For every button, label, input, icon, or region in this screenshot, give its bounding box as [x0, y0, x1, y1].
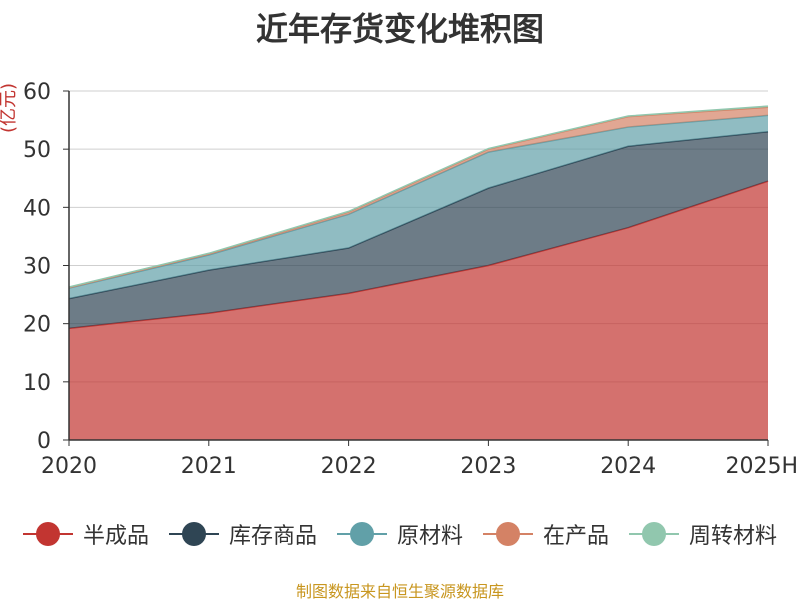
series-line-周转材料: [68, 105, 769, 288]
legend-label: 在产品: [543, 524, 610, 549]
legend-item[interactable]: 在产品: [483, 518, 609, 550]
y-tick-label: 10: [23, 371, 51, 396]
legend-item[interactable]: 半成品: [22, 518, 149, 550]
area-series: [68, 105, 769, 441]
y-tick-label: 40: [23, 196, 51, 221]
area-原材料: [69, 115, 768, 299]
axes: [63, 90, 769, 446]
y-tick-label: 20: [23, 313, 51, 338]
legend-label: 原材料: [396, 524, 463, 549]
x-tick-label: 2020: [41, 454, 97, 479]
legend-marker-icon: [168, 522, 219, 546]
chart-title: 近年存货变化堆积图: [255, 10, 544, 48]
legend: 半成品 库存商品 原材料 在产品 周转材料: [0, 514, 800, 554]
source-note: 制图数据来自恒生聚源数据库: [295, 582, 504, 601]
x-tick-label: 2022: [321, 454, 377, 479]
legend-marker-icon: [336, 522, 387, 546]
y-tick-label: 30: [23, 255, 51, 280]
legend-item[interactable]: 周转材料: [629, 518, 777, 550]
legend-label: 周转材料: [689, 524, 778, 549]
area-库存商品: [69, 131, 768, 329]
y-axis-label: (亿元): [0, 83, 19, 133]
x-tick-label: 2023: [460, 454, 516, 479]
legend-item[interactable]: 库存商品: [168, 518, 317, 550]
y-tick-label: 60: [23, 80, 51, 105]
axis-labels: 0 10 20 30 40 50 60 2020 2021 2022 2023 2024 2025H (亿…: [0, 80, 798, 479]
x-tick-label: 2025H: [725, 454, 798, 479]
legend-marker-icon: [22, 522, 73, 546]
x-tick-label: 2021: [181, 454, 237, 479]
legend-marker-icon: [629, 522, 680, 546]
area-半成品: [69, 181, 768, 441]
legend-label: 半成品: [82, 524, 149, 549]
y-tick-label: 50: [23, 138, 51, 163]
legend-marker-icon: [483, 522, 533, 546]
y-tick-label: 0: [37, 429, 51, 454]
x-tick-label: 2024: [600, 454, 656, 479]
legend-item[interactable]: 原材料: [336, 518, 463, 550]
legend-label: 库存商品: [228, 524, 317, 549]
